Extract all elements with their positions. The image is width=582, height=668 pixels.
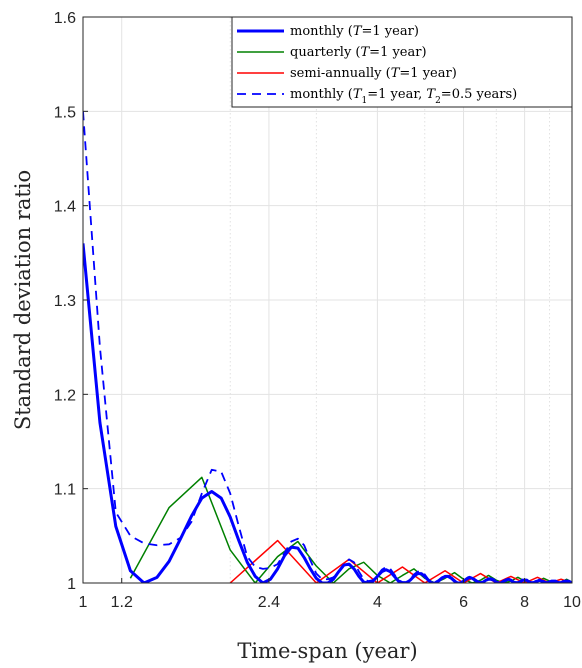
x-axis-label: Time-span (year) <box>237 639 417 663</box>
legend-text-part: =1 year, <box>367 87 426 102</box>
legend-entry: monthly (T=1 year) <box>290 24 419 39</box>
x-tick-label: 1 <box>79 594 88 611</box>
y-tick-label: 1.3 <box>54 293 76 310</box>
legend-text-part: T <box>426 87 436 102</box>
x-tick-label: 10 <box>563 594 581 611</box>
legend-text-part: =1 year) <box>362 24 419 39</box>
y-tick-label: 1.2 <box>54 387 76 404</box>
y-tick-label: 1 <box>67 576 76 593</box>
legend-text-part: 1 <box>362 96 368 106</box>
legend-text-part: =1 year) <box>399 66 456 81</box>
legend-box <box>231 16 573 108</box>
x-tick-label: 4 <box>373 594 382 611</box>
legend-text-part: T <box>391 66 401 81</box>
legend: monthly (T=1 year)quarterly (T=1 year)se… <box>231 16 573 108</box>
x-tick-label: 8 <box>520 594 529 611</box>
legend-text-part: monthly ( <box>290 87 353 102</box>
legend-text-part: =0.5 years) <box>441 87 517 102</box>
legend-text-part: 2 <box>435 96 441 106</box>
legend-entry: semi-annually (T=1 year) <box>290 66 457 81</box>
series-line-3 <box>83 111 572 583</box>
legend-text-part: T <box>353 24 363 39</box>
legend-text-part: quarterly ( <box>290 45 361 60</box>
legend-text-part: T <box>353 87 363 102</box>
x-tick-label: 6 <box>459 594 468 611</box>
series-line-2 <box>229 539 572 583</box>
x-tick-label: 2.4 <box>258 594 280 611</box>
legend-entry: quarterly (T=1 year) <box>290 45 427 60</box>
y-tick-label: 1.4 <box>54 199 76 216</box>
y-tick-label: 1.6 <box>54 10 76 27</box>
legend-text-part: =1 year) <box>369 45 426 60</box>
legend-text-part: T <box>361 45 371 60</box>
legend-text-part: semi-annually ( <box>290 66 391 81</box>
y-axis-label: Standard deviation ratio <box>11 170 35 430</box>
plot-series <box>83 111 572 583</box>
y-tick-label: 1.1 <box>54 482 76 499</box>
x-tick-label: 1.2 <box>111 594 133 611</box>
legend-text-part: monthly ( <box>290 24 353 39</box>
series-line-0 <box>83 243 572 583</box>
legend-entry: monthly (T1=1 year, T2=0.5 years) <box>290 87 517 106</box>
axis-ticks: 1 1.2 2.4 4 6 8 10 1 1.1 1.2 1.3 1.4 1.5 1.6 <box>54 10 581 611</box>
y-tick-label: 1.5 <box>54 104 76 121</box>
